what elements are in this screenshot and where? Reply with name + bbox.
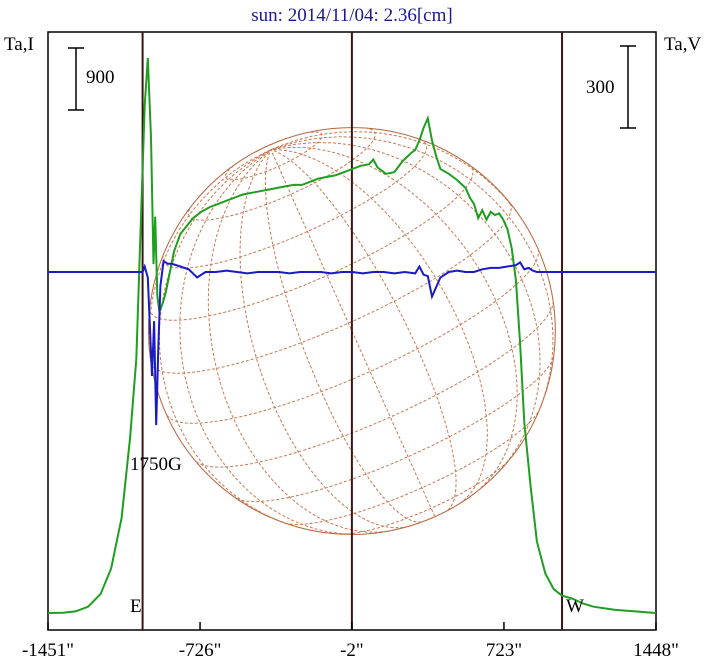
longitude-line: [270, 146, 518, 492]
longitude-line: [158, 149, 289, 525]
left-axis-label: Ta,I: [4, 34, 34, 55]
longitude-line: [270, 149, 436, 517]
latitude-line: [284, 408, 541, 526]
longitude-line: [207, 149, 388, 533]
longitude-line: [270, 131, 536, 243]
left-scale-value: 900: [86, 67, 115, 88]
left-scale-bar: 900: [68, 47, 115, 111]
latitude-line: [166, 249, 540, 424]
series-line-polarization: [48, 259, 656, 426]
latitude-line: [162, 139, 428, 269]
latitude-line: [149, 164, 474, 321]
right-axis-label: Ta,V: [664, 34, 701, 55]
latitude-line: [342, 459, 510, 535]
x-tick-label: 1448": [633, 640, 679, 661]
latitude-line: [236, 356, 554, 503]
series-group: [47, 57, 657, 614]
latitude-line: [408, 503, 460, 527]
x-tick-label: -1451": [22, 640, 74, 661]
longitude-line: [264, 149, 422, 523]
chart-title: sun: 2014/11/04: 2.36[cm]: [251, 5, 452, 26]
latitude-line: [195, 302, 554, 468]
x-axis-ticks: -1451" -726" -2" 723" 1448": [22, 622, 679, 661]
west-label: W: [566, 596, 584, 617]
right-scale-value: 300: [586, 77, 615, 98]
longitude-line: [270, 149, 457, 511]
longitude-line: [179, 149, 353, 535]
longitude-line: [270, 136, 554, 414]
x-tick-label: -2": [340, 640, 364, 661]
field-annotation: 1750G: [130, 454, 182, 475]
latitude-line: [150, 202, 512, 374]
latitude-line: [224, 131, 323, 181]
longitude-line: [270, 141, 541, 468]
series-line-intensity: [47, 57, 657, 614]
east-label: E: [130, 596, 142, 617]
right-scale-bar: 300: [586, 45, 636, 129]
x-tick-label: -726": [179, 640, 222, 661]
latitude-line: [187, 127, 376, 221]
reference-lines: [141, 32, 564, 630]
x-tick-label: 723": [486, 640, 522, 661]
solar-disk: [147, 127, 556, 535]
